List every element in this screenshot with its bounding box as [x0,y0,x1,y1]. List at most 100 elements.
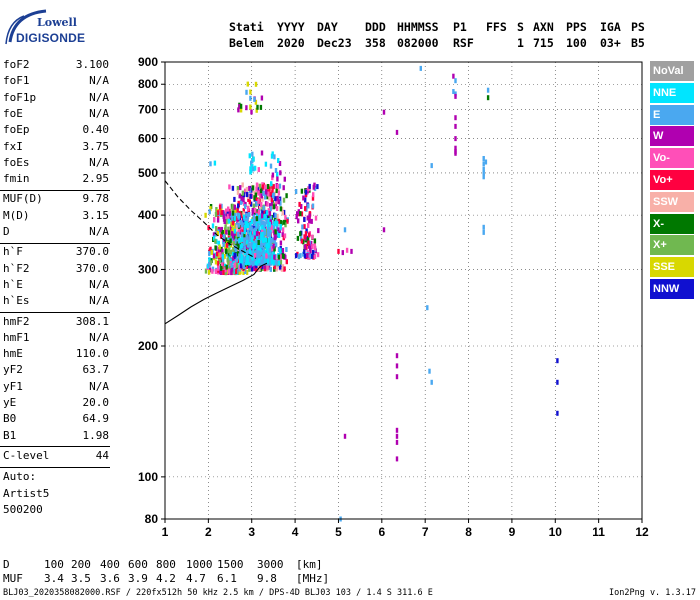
echo-point [264,213,267,219]
echo-point [261,196,264,202]
echo-point [276,171,279,177]
muf-value: 9.8 [257,572,277,585]
echo-point [243,257,246,263]
echo-point [240,211,244,217]
param-row-foes: foEs N/A [3,156,109,172]
echo-point [257,240,260,245]
y-tick-label: 80 [145,512,159,526]
param-row-mufd: MUF(D) 9.78 [3,192,109,208]
x-tick-label: 2 [205,525,212,539]
param-name: hmF2 [3,314,30,328]
echo-point [486,87,490,93]
x-tick-label: 5 [335,525,342,539]
echo-point [253,260,256,266]
header-label: DAY [317,20,338,34]
param-value: N/A [89,74,109,88]
echo-point [232,251,235,257]
echo-point [233,204,236,210]
echo-point [218,265,222,271]
echo-point [236,224,239,230]
param-name: h`E [3,277,23,291]
echo-point [243,204,247,210]
echo-point [211,223,215,229]
param-row-fof1: foF1 N/A [3,74,109,90]
echo-point [249,193,252,199]
echo-point [267,263,271,269]
echo-point [308,218,311,224]
echo-point [267,218,270,223]
echo-point [426,305,429,311]
param-row-md: M(D) 3.15 [3,209,109,225]
param-row-he: h`E N/A [3,278,109,294]
echo-point [302,195,305,201]
echo-point [217,265,220,271]
echo-point [231,203,234,209]
echo-point [303,234,306,240]
echo-point [223,253,226,259]
distance-label: D [3,558,10,571]
param-row-b1: B1 1.98 [3,429,109,445]
echo-point [260,95,264,101]
echo-point [258,225,261,231]
param-name: yF1 [3,379,23,393]
echo-point [224,247,228,253]
echo-point [268,248,272,253]
echo-point [209,206,212,212]
echo-point [267,241,270,247]
y-tick-label: 100 [138,470,158,484]
echo-point [222,233,226,239]
x-tick-label: 11 [592,525,605,539]
param-value: 2.95 [82,172,110,186]
echo-point [259,221,263,227]
echo-point [238,237,241,243]
echo-point [273,254,276,260]
echo-point [218,227,221,233]
param-value: 0.40 [82,123,110,137]
echo-point [250,242,253,248]
echo-point [300,188,304,194]
param-separator [0,242,110,244]
echo-point [270,200,274,206]
echo-point [231,215,234,221]
echo-point [303,224,306,230]
echo-point [269,206,272,212]
echo-point [257,167,260,173]
echo-point [244,232,247,238]
muf-value: 3.4 [44,572,64,585]
echo-point [233,223,236,229]
x-tick-label: 10 [549,525,563,539]
y-tick-label: 900 [138,55,158,69]
echo-point [234,269,238,274]
echo-point [234,207,237,213]
echo-point [251,185,255,191]
echo-point [314,215,318,221]
echo-point [277,254,281,260]
echo-point [241,182,244,188]
echo-point [239,247,242,253]
echo-point [211,268,214,274]
y-tick-label: 800 [138,77,158,91]
echo-point [237,245,241,250]
echo-point [268,195,271,201]
echo-point [260,201,263,207]
echo-point [279,206,283,212]
y-tick-label: 500 [138,166,158,180]
x-tick-label: 1 [162,525,169,539]
echo-point [261,209,264,215]
echo-point [271,151,274,157]
echo-point [230,262,233,268]
echo-point [275,199,278,205]
echo-point [556,379,559,385]
x-tick-label: 6 [378,525,385,539]
echo-point [281,210,284,216]
echo-point [264,184,267,190]
echo-point [264,222,267,227]
echo-point [219,252,222,258]
echo-point [249,89,252,95]
echo-point [246,259,250,265]
echo-point [221,257,225,263]
echo-point [241,190,245,196]
muf-value: 3.6 [100,572,120,585]
param-row-hme: hmE 110.0 [3,347,109,363]
echo-point [243,229,246,235]
